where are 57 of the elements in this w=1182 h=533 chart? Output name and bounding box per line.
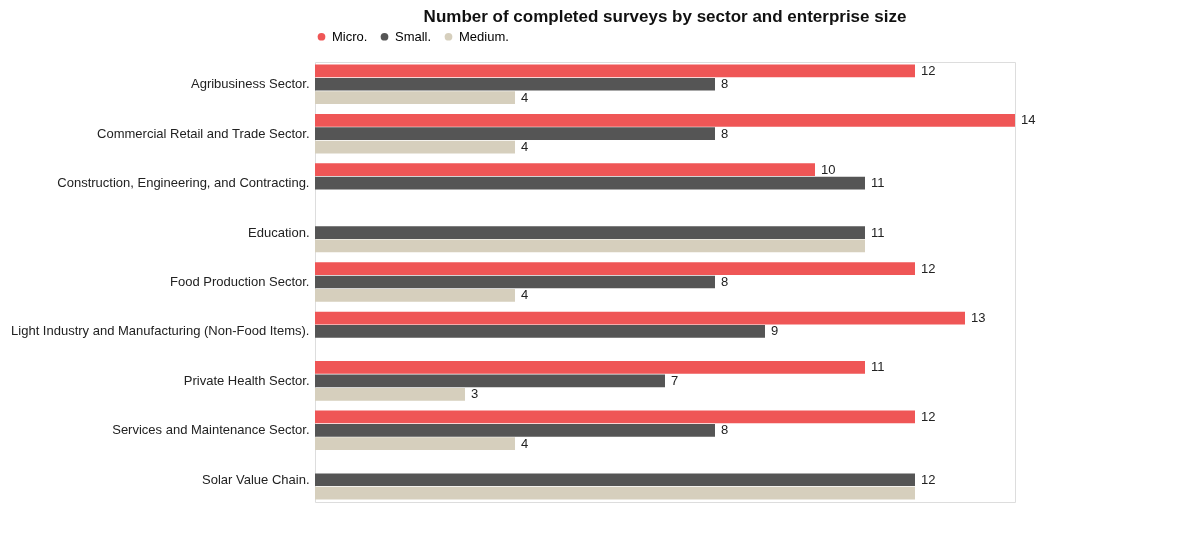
data-label: 12 — [921, 62, 936, 78]
bar — [315, 127, 715, 141]
data-label: 3 — [471, 386, 479, 402]
bar — [315, 311, 965, 325]
data-label: 4 — [521, 287, 529, 303]
bar — [315, 113, 1015, 127]
data-label: 11 — [871, 224, 885, 240]
y-tick-label: Services and Maintenance Sector. — [112, 422, 310, 438]
bar — [315, 387, 465, 401]
bar — [315, 176, 865, 190]
data-label: 8 — [721, 125, 729, 141]
data-label: 7 — [671, 372, 679, 388]
bar — [315, 361, 865, 374]
data-label: 9 — [771, 323, 779, 339]
y-tick-label: Education. — [248, 224, 310, 240]
bar — [315, 423, 715, 437]
bar — [315, 325, 765, 338]
bar — [315, 374, 665, 388]
bar — [315, 289, 515, 302]
bar — [315, 262, 915, 275]
y-tick-label: Food Production Sector. — [170, 274, 310, 289]
bar — [315, 239, 865, 253]
y-tick-label: Solar Value Chain. — [202, 471, 310, 487]
y-tick-label: Light Industry and Manufacturing (Non-Food Items). — [11, 323, 310, 339]
y-tick-label: Private Health Sector. — [183, 372, 310, 388]
bar — [315, 163, 815, 177]
data-label: 14 — [1021, 112, 1036, 128]
data-label: 12 — [921, 471, 936, 487]
data-label: 4 — [521, 435, 529, 451]
data-label: 11 — [871, 359, 885, 375]
chart-title: Number of completed surveys by sector and enterprise size — [423, 7, 907, 26]
legend-label: Medium. — [459, 28, 509, 44]
legend-label: Micro. — [332, 28, 368, 44]
data-label: 13 — [971, 310, 986, 326]
data-label: 10 — [821, 161, 836, 177]
bar — [315, 91, 515, 105]
data-label: 4 — [521, 89, 529, 105]
y-tick-label: Commercial Retail and Trade Sector. — [97, 125, 310, 141]
bar — [315, 486, 915, 500]
y-tick-label: Agribusiness Sector. — [190, 76, 310, 92]
bar — [315, 437, 515, 451]
data-label: 12 — [921, 408, 936, 424]
data-label: 11 — [871, 175, 885, 191]
bar — [315, 473, 915, 487]
data-label: 4 — [521, 139, 529, 155]
bar — [315, 410, 915, 424]
data-label: 8 — [721, 76, 729, 92]
data-label: 8 — [721, 274, 729, 289]
legend-label: Small. — [395, 28, 432, 44]
data-label: 8 — [721, 422, 729, 438]
bar — [315, 77, 715, 91]
bar — [315, 64, 915, 78]
bar — [315, 226, 865, 239]
y-tick-label: Construction, Engineering, and Contracting. — [57, 175, 310, 191]
bar — [315, 140, 515, 154]
data-label: 12 — [921, 260, 936, 276]
bar — [315, 275, 715, 289]
